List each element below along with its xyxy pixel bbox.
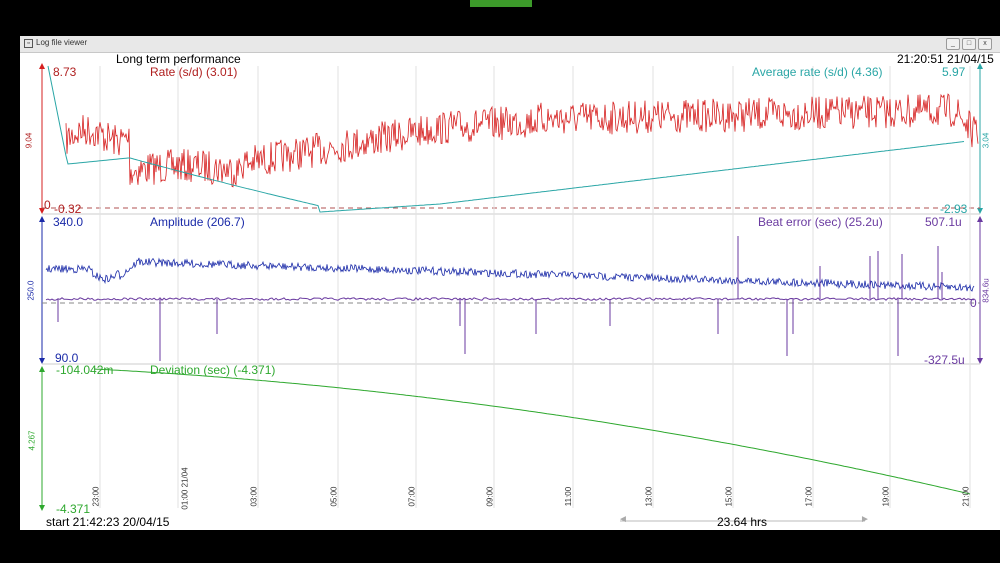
beat-error-label: Beat error (sec) (25.2u) bbox=[758, 215, 883, 229]
deviation-label: Deviation (sec) (-4.371) bbox=[150, 363, 276, 377]
scroll-left-icon[interactable]: ◄ bbox=[618, 514, 628, 525]
duration-label: 23.64 hrs bbox=[717, 515, 768, 529]
rate-min-label: -0.32 bbox=[54, 202, 82, 216]
x-tick-label: 19:00 bbox=[881, 486, 891, 507]
avg-rate-span-label: 3.04 bbox=[981, 132, 991, 149]
arrow-icon bbox=[39, 208, 45, 214]
close-button[interactable]: x bbox=[978, 38, 992, 50]
deviation-max-label: -104.042m bbox=[56, 363, 114, 377]
arrow-icon bbox=[977, 63, 983, 69]
amplitude-trace bbox=[45, 257, 975, 292]
x-tick-label: 21:00 bbox=[961, 486, 971, 507]
rate-zero-marker: 0 bbox=[44, 198, 51, 212]
x-tick-label: 17:00 bbox=[804, 486, 814, 507]
plot-canvas bbox=[39, 63, 983, 522]
beat-error-spikes bbox=[57, 236, 943, 361]
beat-span-label: 834.6u bbox=[981, 278, 991, 303]
log-viewer-window: ▫ Log file viewer _ □ x bbox=[20, 36, 1000, 530]
beat-error-trace bbox=[45, 297, 975, 301]
title-bar: ▫ Log file viewer _ □ x bbox=[20, 36, 1000, 53]
arrow-icon bbox=[39, 358, 45, 364]
avg-rate-label: Average rate (s/d) (4.36) bbox=[752, 65, 883, 79]
x-tick-label: 09:00 bbox=[485, 486, 495, 507]
avg-rate-max-label: 5.97 bbox=[942, 65, 966, 79]
amplitude-span-label: 250.0 bbox=[26, 280, 36, 301]
timestamp: 21:20:51 21/04/15 bbox=[897, 52, 994, 66]
top-indicator bbox=[470, 0, 532, 7]
x-tick-label: 23:00 bbox=[91, 486, 101, 507]
chart-title: Long term performance bbox=[116, 52, 241, 66]
avg-rate-trace bbox=[47, 65, 965, 213]
amplitude-max-label: 340.0 bbox=[53, 215, 84, 229]
x-tick-label: 01:00 21/04 bbox=[180, 467, 190, 510]
arrow-icon bbox=[39, 63, 45, 69]
x-tick-label: 03:00 bbox=[249, 486, 259, 507]
arrow-icon bbox=[977, 358, 983, 364]
rate-label: Rate (s/d) (3.01) bbox=[150, 65, 238, 79]
x-tick-label: 13:00 bbox=[644, 486, 654, 507]
x-tick-label: 07:00 bbox=[407, 486, 417, 507]
rate-trace bbox=[65, 93, 979, 188]
amplitude-min-label: 90.0 bbox=[55, 351, 79, 365]
rate-max-label: 8.73 bbox=[53, 65, 77, 79]
beat-max-label: 507.1u bbox=[925, 215, 962, 229]
app-icon: ▫ bbox=[24, 39, 33, 48]
arrow-icon bbox=[39, 505, 45, 511]
rate-span-label: 9.04 bbox=[24, 132, 34, 149]
scroll-right-icon[interactable]: ► bbox=[860, 514, 870, 525]
arrow-icon bbox=[977, 208, 983, 214]
maximize-button[interactable]: □ bbox=[962, 38, 976, 50]
arrow-icon bbox=[39, 366, 45, 372]
deviation-span-label: 4.267 bbox=[27, 430, 37, 451]
arrow-icon bbox=[39, 216, 45, 222]
beat-zero-label: 0 bbox=[970, 296, 977, 310]
deviation-min-label: -4.371 bbox=[56, 502, 91, 516]
x-tick-label: 15:00 bbox=[724, 486, 734, 507]
window-title: Log file viewer bbox=[36, 38, 88, 47]
deviation-trace bbox=[93, 368, 971, 495]
amplitude-label: Amplitude (206.7) bbox=[150, 215, 245, 229]
minimize-button[interactable]: _ bbox=[946, 38, 960, 50]
avg-rate-min-label: -2.93 bbox=[940, 202, 968, 216]
arrow-icon bbox=[977, 216, 983, 222]
x-tick-label: 11:00 bbox=[564, 486, 574, 507]
beat-min-label: -327.5u bbox=[924, 353, 965, 367]
x-tick-label: 05:00 bbox=[329, 486, 339, 507]
start-time-label: start 21:42:23 20/04/15 bbox=[46, 515, 170, 529]
